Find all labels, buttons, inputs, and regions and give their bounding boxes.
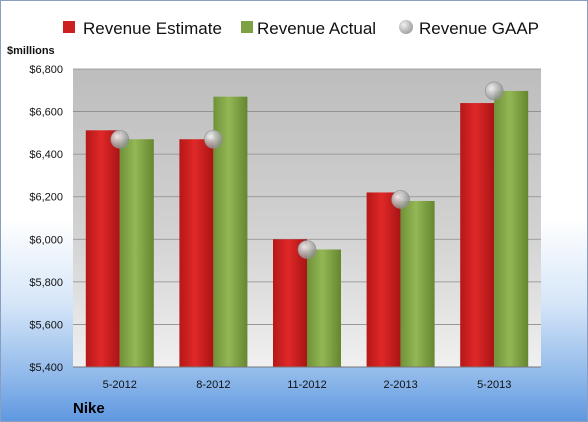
y-tick-label: $6,200 (29, 192, 63, 204)
estimate-bar (273, 239, 307, 367)
legend-swatch-estimate (63, 21, 75, 33)
legend-label-estimate: Revenue Estimate (83, 19, 222, 38)
y-tick-label: $5,800 (29, 277, 63, 289)
actual-bar (119, 139, 154, 367)
y-tick-label: $5,400 (29, 362, 63, 374)
estimate-bar (366, 192, 401, 367)
y-tick-label: $6,400 (29, 149, 63, 161)
x-axis-ticks: 5-2012 8-2012 11-2012 2-2013 5-2013 (103, 379, 512, 391)
y-tick-label: $5,600 (29, 319, 63, 331)
legend-label-actual: Revenue Actual (257, 19, 376, 38)
legend-swatch-actual (241, 21, 253, 33)
x-tick-label: 8-2012 (196, 379, 230, 391)
actual-bar (307, 249, 341, 367)
legend-swatch-gaap (399, 20, 413, 34)
legend-item-revenue-estimate: Revenue Estimate (63, 19, 222, 38)
gaap-marker (204, 129, 223, 149)
gaap-marker (391, 190, 410, 209)
gaap-marker (484, 81, 504, 101)
gaap-markers (110, 81, 504, 259)
actual-bar (494, 90, 529, 367)
gaap-marker (297, 240, 317, 259)
x-tick-label: 5-2013 (477, 379, 511, 391)
x-tick-label: 11-2012 (287, 379, 327, 391)
bars (85, 90, 529, 368)
unit-label: $millions (7, 45, 55, 57)
y-axis-ticks: $5,400 $5,600 $5,800 $6,000 $6,200 $6,400 $6,6… (29, 64, 63, 374)
legend-item-revenue-gaap: Revenue GAAP (399, 19, 539, 38)
y-tick-label: $6,800 (29, 64, 63, 76)
gaap-marker (110, 129, 130, 149)
y-tick-label: $6,000 (29, 234, 63, 246)
estimate-bar (460, 103, 495, 368)
actual-bar (400, 200, 435, 367)
y-tick-label: $6,600 (29, 107, 63, 119)
company-label: Nike (73, 400, 105, 417)
estimate-bar (85, 130, 120, 367)
x-tick-label: 5-2012 (103, 379, 137, 391)
estimate-bar (179, 139, 214, 367)
x-tick-label: 2-2013 (383, 379, 417, 391)
legend-item-revenue-actual: Revenue Actual (241, 19, 376, 38)
legend: Revenue Estimate Revenue Actual Revenue … (63, 19, 539, 38)
legend-label-gaap: Revenue GAAP (419, 19, 539, 38)
